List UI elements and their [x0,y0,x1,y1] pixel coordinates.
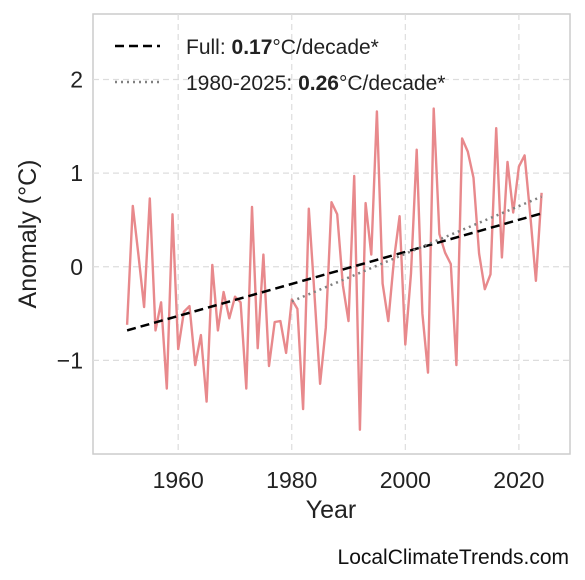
y-tick-label: 1 [70,160,83,186]
x-tick-labels: 1960 1980 2000 2020 [153,467,545,493]
legend-full-label: Full: 0.17°C/decade* [186,36,379,59]
y-tick-label: 0 [70,254,83,280]
watermark: LocalClimateTrends.com [337,546,569,569]
anomaly-line [125,107,543,431]
grid [93,14,570,454]
legend: Full: 0.17°C/decade* 1980-2025: 0.26°C/d… [115,36,445,95]
x-tick-label: 2000 [380,467,431,493]
x-tick-label: 1960 [153,467,204,493]
y-tick-label: 2 [70,67,83,93]
y-tick-labels: 2 1 0 −1 [57,67,83,374]
x-tick-label: 2020 [493,467,544,493]
x-tick-label: 1980 [266,467,317,493]
series-lines [125,107,543,431]
y-axis-label: Anomaly (°C) [14,160,42,309]
x-axis-label: Year [306,496,357,524]
y-tick-label: −1 [57,347,83,373]
legend-recent-label: 1980-2025: 0.26°C/decade* [186,72,445,95]
trend-line-full [126,212,542,332]
